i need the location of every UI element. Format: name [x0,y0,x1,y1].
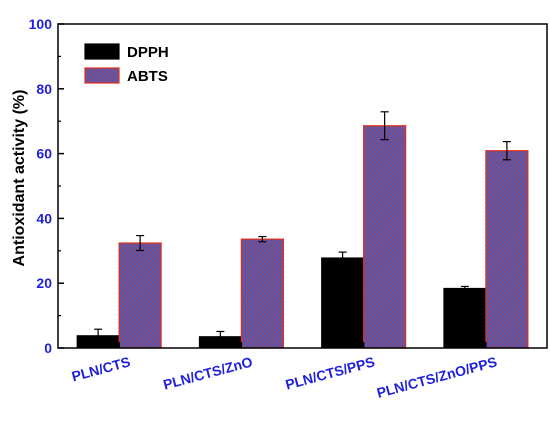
y-tick-label: 100 [29,16,53,32]
bar-abts-4 [485,150,529,349]
error-bar-abts-3 [380,111,389,141]
x-tick-label-4: PLN/CTS/ZnO/PPS [375,353,499,400]
legend-label-abts: ABTS [127,68,168,85]
x-tick-label-3: PLN/CTS/PPS [284,353,377,392]
x-tick-label-1: PLN/CTS [70,353,132,384]
bar-abts-1 [118,242,162,349]
error-bar-dpph-4 [460,285,469,291]
y-tick-label: 20 [36,275,52,291]
y-tick-label: 40 [36,210,52,226]
bar-dpph-3 [321,257,365,349]
y-axis-title: Antioxidant activity (%) [11,90,28,267]
error-bar-abts-1 [136,234,145,252]
error-bar-abts-2 [258,235,267,243]
error-bar-abts-4 [502,141,511,161]
x-tick-label-2: PLN/CTS/ZnO [161,353,254,392]
y-tick-label: 0 [44,340,52,356]
bar-abts-3 [363,125,407,349]
bar-dpph-4 [443,287,487,349]
legend-label-dpph: DPPH [127,44,169,61]
error-bar-dpph-1 [94,328,103,343]
bar-abts-2 [240,238,284,349]
y-tick-label: 80 [36,81,52,97]
y-tick-label: 60 [36,146,52,162]
error-bar-dpph-3 [338,251,347,265]
legend-swatch-abts [84,67,120,84]
error-bar-dpph-2 [216,330,225,343]
legend-swatch-dpph [84,43,120,60]
